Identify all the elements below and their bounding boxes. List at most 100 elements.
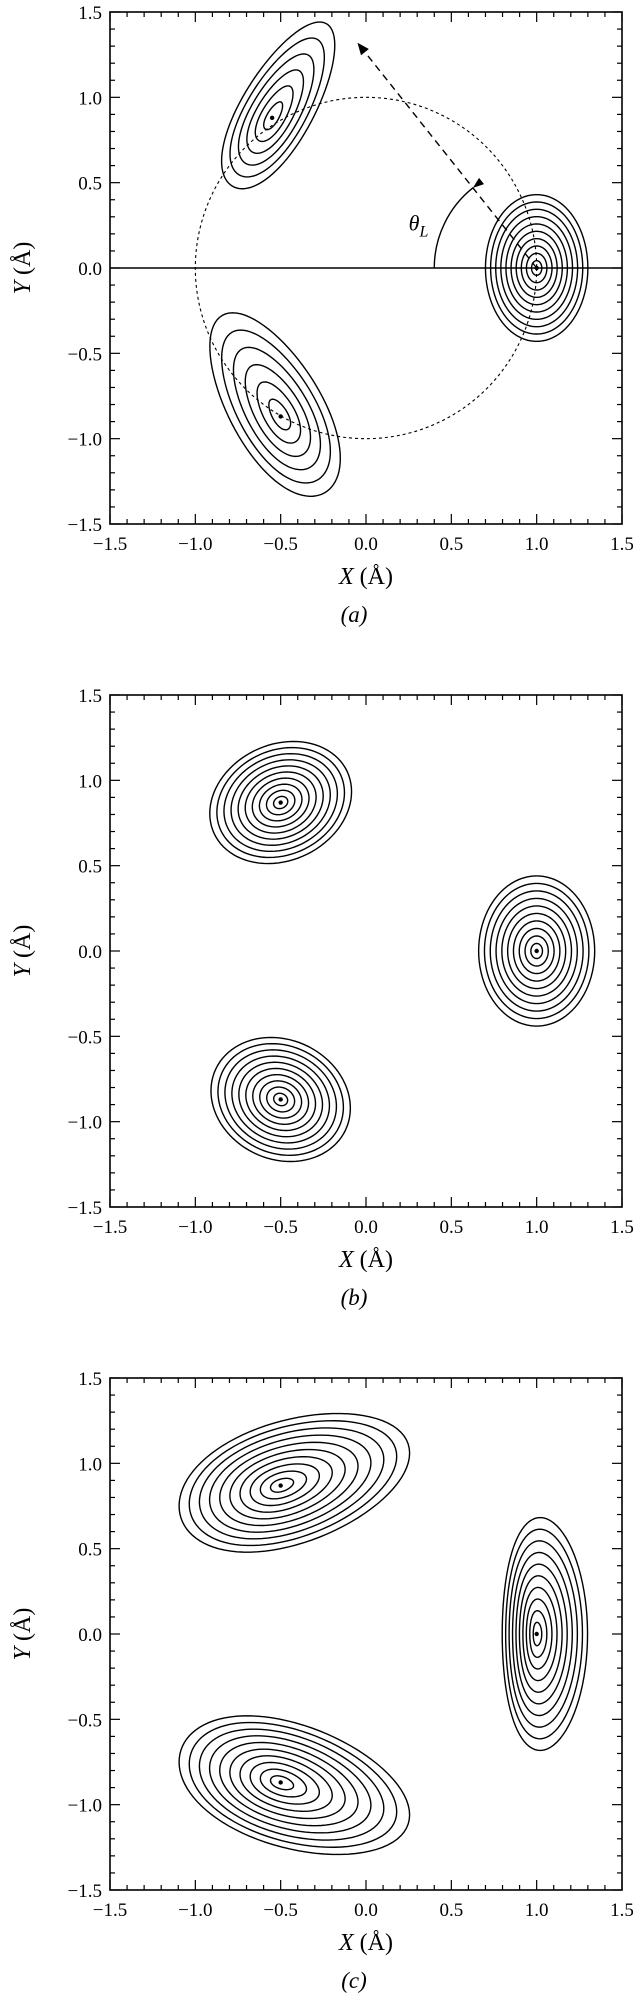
x-tick-label: 0.0: [354, 534, 378, 555]
contour-center: [269, 115, 275, 121]
contour-line: [500, 215, 574, 321]
contour-line: [504, 1528, 584, 1740]
contour-line: [198, 1427, 385, 1540]
plot-area: θL: [110, 21, 622, 497]
contour-line: [524, 935, 549, 967]
contour-line: [258, 783, 303, 822]
y-axis-title: Y (Å): [10, 925, 36, 978]
contour-line: [229, 1448, 346, 1520]
contour-line: [515, 1563, 568, 1705]
x-axis-title: X (Å): [338, 1247, 393, 1273]
y-tick-label: 1.0: [78, 1454, 102, 1475]
panel-c: −1.5 −1.0 −0.5 0.0 0.5 1.0 1.5 −1.5 −1.0 −0.5 0.0 0…: [10, 1369, 634, 1993]
contour-lobe: [178, 1412, 411, 1553]
contour-line: [489, 201, 584, 335]
x-tick-label: −1.5: [93, 1900, 127, 1921]
rotation-arrowhead: [357, 42, 369, 56]
contour-line: [252, 1073, 310, 1125]
panel-caption: (a): [341, 602, 368, 627]
plot-area: [209, 740, 596, 1163]
y-axis-title: Y (Å): [10, 1608, 36, 1661]
y-tick-label: −0.5: [68, 1710, 102, 1731]
contour-line: [244, 771, 317, 834]
y-tick-label: −1.5: [68, 515, 102, 536]
panel-caption: (b): [341, 1285, 368, 1310]
contour-line: [239, 1755, 333, 1812]
contour-line: [210, 1036, 352, 1163]
contour-line: [265, 789, 296, 816]
contour-lobe: [501, 1516, 589, 1752]
contour-center: [534, 948, 539, 954]
y-axis-title: Y (Å): [10, 242, 36, 295]
contour-line: [256, 381, 302, 444]
contour-line: [501, 1516, 589, 1752]
contour-lobe: [220, 21, 336, 190]
x-tick-label: −1.5: [93, 1217, 127, 1238]
x-tick-label: −1.5: [93, 534, 127, 555]
contour-line: [510, 230, 563, 306]
x-tick-label: 0.0: [354, 1217, 378, 1238]
y-tick-label: −1.5: [68, 1881, 102, 1902]
x-axis-title: X (Å): [338, 564, 393, 590]
contour-lobe: [477, 875, 596, 1027]
contour-line: [219, 1741, 359, 1827]
panel-caption: (c): [341, 1968, 367, 1993]
contour-line: [530, 259, 543, 277]
angle-arc: [433, 187, 474, 269]
contour-line: [506, 912, 567, 990]
contour-line: [246, 69, 305, 154]
contour-line: [209, 312, 342, 497]
contour-line: [263, 101, 284, 131]
contour-line: [484, 193, 589, 343]
y-tick-label: −1.0: [68, 1796, 102, 1817]
x-tick-label: 1.5: [610, 534, 634, 555]
contour-center: [278, 1097, 283, 1102]
contour-line: [208, 1735, 372, 1834]
contour-line: [249, 1761, 321, 1805]
contour-line: [269, 1775, 295, 1791]
contour-line: [518, 927, 555, 975]
contour-line: [259, 1768, 308, 1798]
contour-line: [231, 1055, 331, 1144]
contour-line: [505, 223, 569, 313]
x-tick-label: −1.0: [178, 1217, 212, 1238]
x-tick-label: 1.0: [525, 534, 549, 555]
contour-line: [272, 795, 289, 810]
y-tick-label: −0.5: [68, 1027, 102, 1048]
contour-line: [272, 1092, 289, 1107]
contour-line: [224, 1049, 338, 1150]
x-axis-title: X (Å): [338, 1930, 393, 1956]
x-tick-label: −0.5: [263, 1900, 297, 1921]
y-tick-label: 1.5: [78, 686, 102, 707]
contour-line: [520, 245, 553, 291]
contour-line: [209, 740, 353, 865]
contour-lobe: [209, 312, 342, 497]
x-tick-label: −0.5: [263, 534, 297, 555]
plot-frame: [109, 694, 623, 1208]
contour-line: [219, 1441, 359, 1527]
panel-a: −1.5 −1.0 −0.5 0.0 0.5 1.0 1.5 −1.5 −1.0 −0.5 0.0 0…: [10, 3, 634, 627]
y-tick-label: 1.0: [78, 88, 102, 109]
y-tick-label: −1.0: [68, 430, 102, 451]
y-tick-label: 0.0: [78, 259, 102, 280]
contour-lobe: [178, 1715, 411, 1856]
contour-line: [220, 21, 336, 190]
contour-line: [229, 1748, 346, 1820]
y-tick-label: 1.0: [78, 771, 102, 792]
x-tick-label: 0.5: [439, 1900, 463, 1921]
y-tick-label: 1.5: [78, 1369, 102, 1390]
contour-line: [501, 905, 573, 997]
x-tick-label: 0.0: [354, 1900, 378, 1921]
y-tick-label: −1.5: [68, 1198, 102, 1219]
contour-line: [512, 920, 561, 982]
contour-line: [237, 53, 315, 166]
y-tick-label: 1.5: [78, 3, 102, 24]
contour-line: [518, 1575, 563, 1693]
contour-line: [245, 1067, 317, 1132]
contour-line: [223, 752, 339, 853]
contour-line: [477, 875, 596, 1027]
x-tick-label: −1.0: [178, 534, 212, 555]
contour-line: [532, 1621, 543, 1647]
contour-line: [529, 1610, 548, 1658]
